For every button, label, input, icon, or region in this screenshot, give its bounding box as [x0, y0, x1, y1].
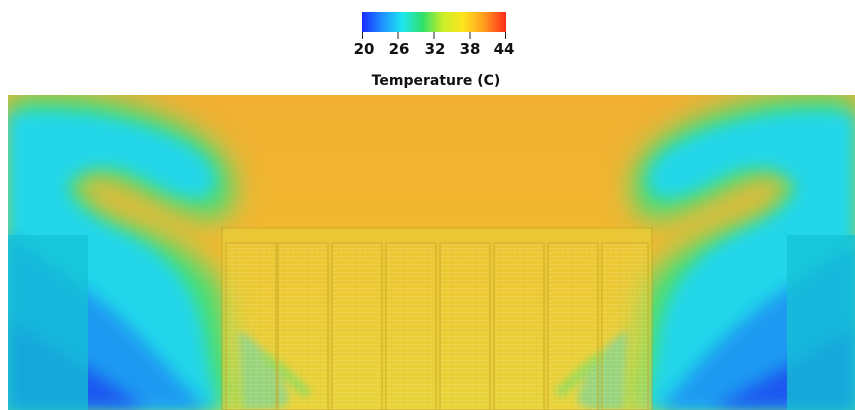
- right-cooling-unit: [787, 235, 855, 410]
- rack-cabinets: [225, 242, 649, 410]
- tick-label-32: 32: [424, 40, 446, 58]
- rack-cabinet: [493, 242, 545, 410]
- rack-cabinet: [601, 242, 649, 410]
- rack-cabinet: [277, 242, 329, 410]
- tick-label-44: 44: [493, 40, 515, 58]
- colorbar: [362, 12, 506, 32]
- rack-row: [221, 227, 653, 410]
- rack-cabinet: [547, 242, 599, 410]
- legend-title: Temperature (C): [371, 73, 501, 89]
- rack-cabinet: [385, 242, 437, 410]
- rack-cabinet: [225, 242, 277, 410]
- rack-cabinet: [331, 242, 383, 410]
- tick-label-26: 26: [388, 40, 410, 58]
- tick-label-38: 38: [459, 40, 481, 58]
- left-cooling-unit: [8, 235, 88, 410]
- temperature-field: [8, 95, 855, 410]
- colorbar-ticks: [362, 32, 506, 39]
- rack-cabinet: [439, 242, 491, 410]
- tick-label-20: 20: [353, 40, 375, 58]
- color-legend: 20 26 32 38 44 Temperature (C): [0, 0, 855, 96]
